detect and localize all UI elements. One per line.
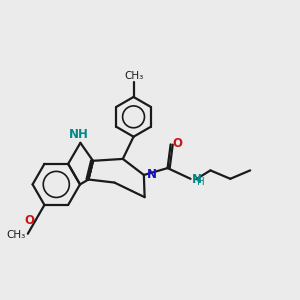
Text: O: O	[25, 214, 35, 227]
Text: CH₃: CH₃	[124, 71, 143, 81]
Text: O: O	[172, 137, 183, 150]
Text: H: H	[197, 177, 205, 187]
Text: N: N	[146, 169, 157, 182]
Text: CH₃: CH₃	[7, 230, 26, 239]
Text: N: N	[192, 173, 202, 186]
Text: NH: NH	[69, 128, 89, 141]
